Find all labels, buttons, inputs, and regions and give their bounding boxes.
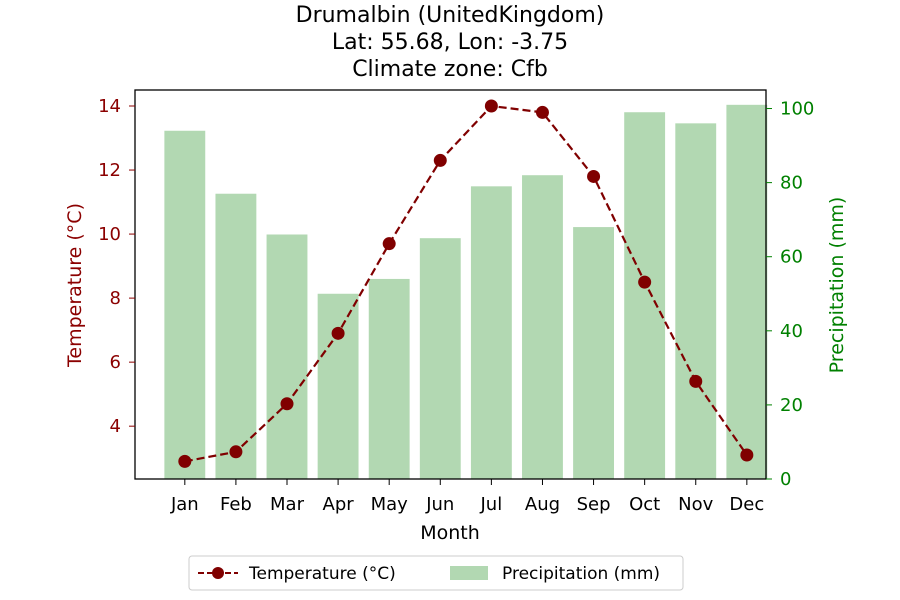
temperature-point [280,397,294,411]
precipitation-bar [573,227,614,479]
temperature-line [184,104,748,463]
x-tick-label: Feb [220,494,252,515]
temperature-point [638,275,652,289]
x-tick-label: Sep [577,494,611,515]
precipitation-bar [624,112,666,479]
precipitation-bar [522,175,563,479]
y-left-tick-label: 4 [110,416,121,437]
chart-title-line: Lat: 55.68, Lon: -3.75 [332,30,568,55]
legend-box [188,555,684,591]
legend-temperature-marker [212,567,224,579]
x-tick-label: Jan [170,494,199,515]
temperature-point [331,326,345,340]
precipitation-bar [368,278,410,479]
x-tick-label: Jun [425,494,454,515]
precipitation-bar [317,293,359,479]
y-left-tick-label: 10 [98,224,121,245]
y-axis-left: 4 6 8 10 12 14 [98,96,135,437]
legend-precipitation-label: Precipitation (mm) [502,564,660,584]
x-tick-label: Jul [480,494,503,515]
y-left-tick-label: 6 [110,352,121,373]
y-left-tick-label: 8 [110,288,121,309]
temperature-point [484,99,498,113]
y-axis-right-label: Precipitation (mm) [826,197,848,374]
x-tick-label: Apr [323,494,355,515]
x-axis-label: Month [420,522,480,544]
temperature-point [382,237,396,251]
temperature-series [178,99,754,468]
y-left-tick-label: 12 [98,160,121,181]
temperature-point [433,153,447,167]
chart-title-line: Climate zone: Cfb [352,57,548,82]
temperature-point [535,105,549,119]
precipitation-bar [215,193,257,479]
precipitation-bar [266,234,308,479]
temperature-point [689,374,703,388]
precipitation-bar [419,238,461,479]
temperature-point [178,454,192,468]
x-tick-label: Nov [678,494,713,515]
precipitation-bar [726,104,768,480]
temperature-point [587,169,601,183]
y-right-tick-label: 60 [780,247,803,268]
x-tick-label: Dec [729,494,764,515]
y-right-tick-label: 100 [780,99,814,120]
y-left-tick-label: 14 [98,96,121,117]
precipitation-bar [470,186,512,480]
temperature-point [740,448,754,462]
precipitation-bar [675,123,717,479]
y-right-tick-label: 0 [780,469,791,490]
plot-frame [134,89,767,480]
precipitation-bars [164,104,768,480]
chart-title: Drumalbin (UnitedKingdom)Lat: 55.68, Lon… [296,3,605,82]
y-right-tick-label: 20 [780,395,803,416]
legend-precipitation-swatch [450,566,488,580]
legend: Temperature (°C) Precipitation (mm) [188,555,684,591]
y-axis-left-label: Temperature (°C) [64,203,86,368]
y-right-tick-label: 40 [780,321,803,342]
x-axis: Jan Feb Mar Apr May Jun Jul Aug Sep Oct Nov Dec [170,479,764,515]
y-axis-right: 0 20 40 60 80 100 [766,99,814,490]
legend-temperature-label: Temperature (°C) [248,564,396,584]
x-tick-label: Mar [270,494,305,515]
x-tick-label: Oct [629,494,660,515]
x-tick-label: Aug [525,494,560,515]
y-right-tick-label: 80 [780,173,803,194]
temperature-point [229,445,243,459]
chart-title-line: Drumalbin (UnitedKingdom) [296,3,605,28]
x-tick-label: May [371,494,409,515]
precipitation-bar [164,130,206,479]
